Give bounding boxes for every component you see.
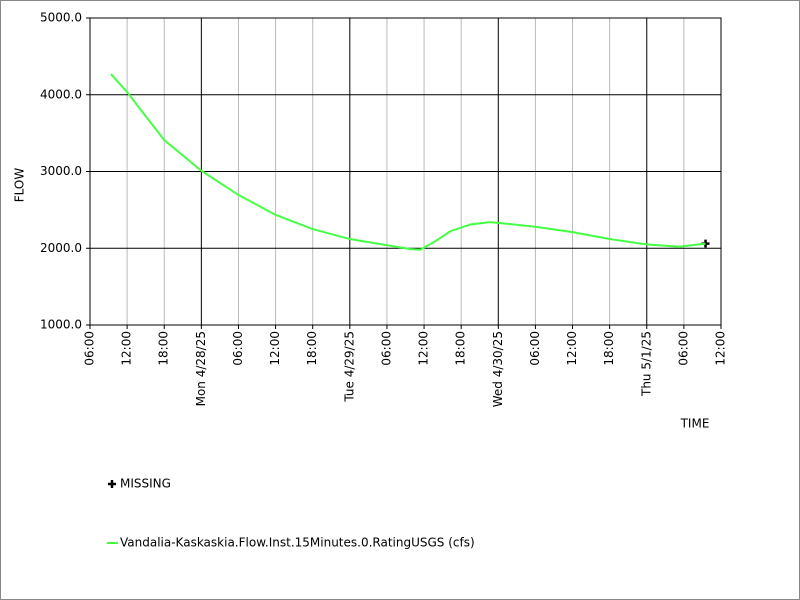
x-tick-label: 18:00 xyxy=(454,331,468,366)
x-tick-label: 06:00 xyxy=(528,331,542,366)
x-tick-label: 18:00 xyxy=(157,331,171,366)
x-tick-label: Tue 4/29/25 xyxy=(342,331,356,403)
y-tick-label: 4000.0 xyxy=(40,87,82,101)
x-tick-label: 18:00 xyxy=(305,331,319,366)
x-axis-label: TIME xyxy=(680,417,710,431)
legend-label: Vandalia-Kaskaskia.Flow.Inst.15Minutes.0… xyxy=(120,536,475,550)
legend-marker xyxy=(108,480,116,488)
x-tick-label: 12:00 xyxy=(268,331,282,366)
x-tick-label: 12:00 xyxy=(565,331,579,366)
x-tick-label: 06:00 xyxy=(676,331,690,366)
legend-label: MISSING xyxy=(120,477,171,491)
x-tick-label: 18:00 xyxy=(602,331,616,366)
x-tick-label: 12:00 xyxy=(714,331,728,366)
x-tick-label: Mon 4/28/25 xyxy=(194,331,208,406)
x-tick-label: 12:00 xyxy=(417,331,431,366)
x-tick-label: 06:00 xyxy=(379,331,393,366)
y-tick-label: 1000.0 xyxy=(40,318,82,332)
y-tick-label: 3000.0 xyxy=(40,164,82,178)
x-tick-label: 12:00 xyxy=(120,331,134,366)
x-tick-label: Thu 5/1/25 xyxy=(639,331,653,397)
x-tick-label: Wed 4/30/25 xyxy=(491,331,505,407)
y-tick-label: 2000.0 xyxy=(40,241,82,255)
y-tick-label: 5000.0 xyxy=(40,11,82,25)
plot-border xyxy=(89,17,722,326)
y-axis-label: FLOW xyxy=(13,168,27,203)
x-tick-label: 06:00 xyxy=(231,331,245,366)
series-line xyxy=(110,73,706,251)
x-tick-label: 06:00 xyxy=(83,331,97,366)
